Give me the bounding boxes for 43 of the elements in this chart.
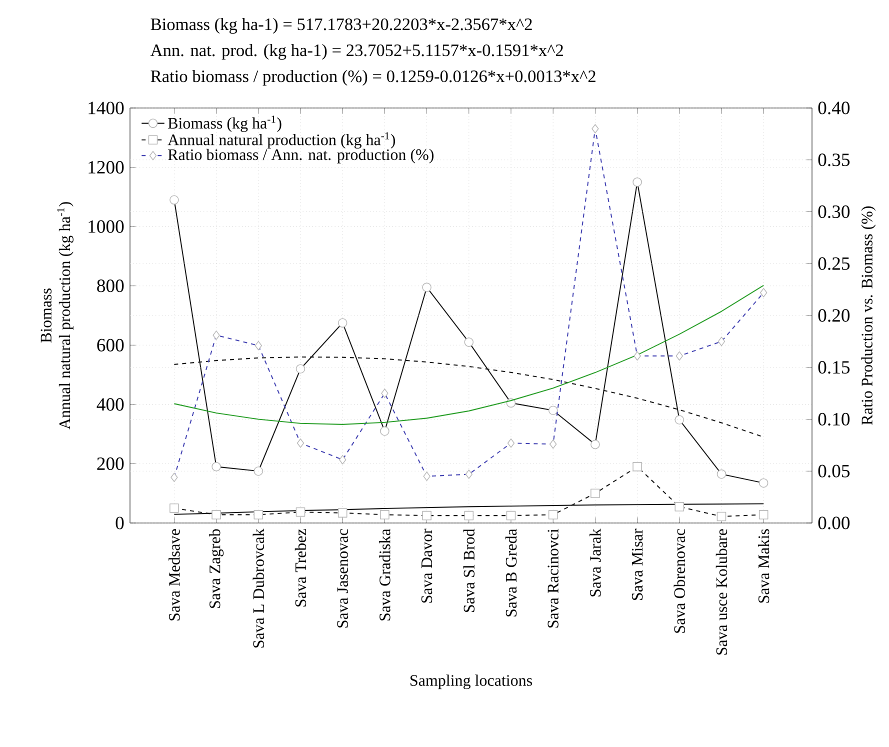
y-tick-label: 1200	[88, 160, 124, 174]
text: Ratio biomass / production (%) = 0.1259-0.0126*x+0.0013*x^2	[150, 70, 596, 86]
x-tick-label: Sava Misar	[632, 528, 643, 600]
x-tick-label: Sava Sl Brod	[463, 528, 475, 612]
x-tick-label: Sava Racinovci	[548, 528, 558, 628]
legend-label: Biomass (kg ha$^{-1}$)	[168, 116, 282, 132]
text: Biomass (kg ha-1) = 517.1783+20.2203*x-2.3567*x^2	[150, 18, 532, 34]
x-axis-title: Sampling locations	[410, 674, 532, 690]
x-tick-label: Sava Davor	[421, 528, 432, 603]
y2-tick-label: 0.30	[818, 205, 850, 218]
y-tick-label: 400	[96, 398, 124, 411]
x-tick-label: Sava Makis	[758, 529, 770, 603]
text: Annual natural production (kg ha$^{-1}$)	[57, 202, 74, 430]
x-tick-label: Sava usce Kolubare	[716, 529, 728, 655]
y-tick-label: 0	[116, 516, 124, 530]
y2-tick-label: 0.35	[818, 154, 850, 166]
x-tick-label: Sava Jarak	[590, 528, 601, 596]
x-tick-label: Sava Gradiska	[379, 528, 390, 620]
legend-label: Ratio biomass / Ann. nat. production (%)	[168, 148, 434, 164]
y-tick-label: 600	[97, 338, 124, 352]
y2-tick-label: 0.40	[818, 102, 850, 114]
x-tick-label: Sava L Dubrovcak	[252, 528, 264, 648]
y-tick-label: 1400	[88, 102, 124, 114]
y2-tick-label: 0.20	[818, 309, 850, 322]
line-series	[174, 284, 764, 425]
x-tick-label: Sava Jasenovac	[337, 529, 348, 628]
text: Biomass	[40, 288, 52, 343]
y2-axis-title: Ratio Production vs. Biomass (%)	[861, 206, 876, 425]
y2-tick-label: 0.05	[818, 464, 850, 478]
y2-tick-label: 0.10	[818, 412, 850, 426]
text: Ann. nat. prod. (kg ha-1) = 23.7052+5.1157*x-0.1591*x^2	[150, 44, 563, 60]
x-tick-label: Sava Obrenovac	[674, 529, 686, 633]
legend-label: Annual natural production (kg ha$^{-1}$)	[168, 132, 396, 149]
y2-tick-label: 0.25	[818, 257, 850, 270]
y-tick-label: 800	[97, 280, 124, 292]
y-tick-label: 200	[97, 457, 124, 470]
y2-tick-label: 0.15	[818, 361, 850, 374]
x-tick-label: Sava B Greda	[505, 528, 517, 616]
x-tick-label: Sava Zagreb	[209, 529, 224, 608]
y-tick-label: 1000	[88, 220, 124, 233]
x-tick-label: Sava Medsave	[168, 529, 180, 620]
y2-tick-label: 0.00	[818, 516, 850, 530]
x-tick-label: Sava Trebez	[294, 529, 306, 606]
